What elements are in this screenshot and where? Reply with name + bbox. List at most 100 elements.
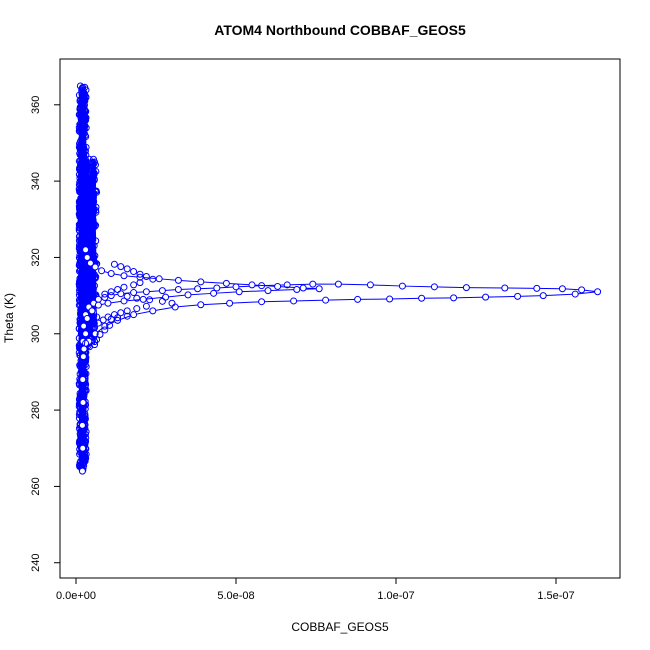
data-point	[398, 282, 406, 290]
data-point	[213, 284, 221, 292]
data-point	[84, 205, 92, 213]
data-point	[99, 316, 107, 324]
data-point	[158, 287, 166, 295]
data-point	[290, 297, 298, 305]
data-point	[89, 224, 97, 232]
data-point	[80, 174, 88, 182]
data-point	[248, 281, 256, 289]
data-point	[104, 299, 112, 307]
data-point	[76, 278, 84, 286]
data-point	[136, 279, 144, 287]
data-point	[82, 330, 90, 338]
data-point	[78, 138, 86, 146]
data-point	[90, 271, 98, 279]
data-point	[142, 273, 150, 281]
data-point	[77, 111, 85, 119]
data-point	[334, 280, 342, 288]
data-point	[101, 290, 109, 298]
x-axis: 0.0e+00 5.0e-08 1.0e-07 1.5e-07	[56, 577, 575, 602]
x-tick-label: 5.0e-08	[217, 590, 254, 602]
data-point	[117, 263, 125, 271]
data-point	[274, 282, 282, 290]
data-point	[184, 291, 192, 299]
data-point	[315, 285, 323, 293]
data-point	[79, 444, 87, 452]
x-axis-label: COBBAF_GEOS5	[291, 620, 389, 634]
data-point	[82, 143, 90, 151]
data-point	[77, 436, 85, 444]
data-point	[514, 292, 522, 300]
series-line	[81, 283, 598, 472]
data-point	[81, 107, 89, 115]
data-point	[83, 293, 91, 301]
data-point	[149, 275, 157, 283]
data-point	[82, 193, 90, 201]
data-point	[418, 294, 426, 302]
series-line	[83, 249, 320, 350]
data-point	[80, 345, 88, 353]
data-point	[78, 233, 86, 241]
data-point	[130, 268, 138, 276]
y-axis: 240 260 280 300 320 340 360	[30, 96, 61, 572]
data-point	[430, 283, 438, 291]
data-point	[222, 279, 230, 287]
data-point	[142, 302, 150, 310]
data-point	[107, 288, 115, 296]
data-point	[80, 103, 88, 111]
data-point	[133, 305, 141, 313]
data-point	[76, 150, 84, 158]
series-layer	[75, 82, 602, 475]
data-point	[96, 331, 104, 339]
y-tick-label: 280	[30, 401, 42, 419]
data-point	[76, 82, 84, 90]
data-point	[197, 301, 205, 309]
data-point	[79, 353, 87, 361]
data-point	[558, 285, 566, 293]
data-point	[194, 285, 202, 293]
data-point	[133, 294, 141, 302]
data-point	[90, 220, 98, 228]
data-point	[76, 174, 84, 182]
data-point	[106, 321, 114, 329]
data-point	[92, 273, 100, 281]
data-point	[84, 273, 92, 281]
data-point	[235, 288, 243, 296]
data-point	[120, 283, 128, 291]
data-point	[76, 187, 84, 195]
data-point	[94, 319, 102, 327]
data-point	[78, 86, 86, 94]
data-point	[80, 289, 88, 297]
data-point	[83, 253, 91, 261]
data-point	[136, 270, 144, 278]
data-point	[226, 299, 234, 307]
data-point	[82, 339, 90, 347]
data-point	[293, 285, 301, 293]
data-point	[299, 284, 307, 292]
data-point	[450, 294, 458, 302]
chart-title: ATOM4 Northbound COBBAF_GEOS5	[214, 22, 466, 38]
data-point	[84, 287, 92, 295]
data-point	[94, 301, 102, 309]
data-point	[117, 309, 125, 317]
data-point	[80, 91, 88, 99]
data-point	[78, 135, 86, 143]
data-point	[123, 265, 131, 273]
data-point	[92, 237, 100, 245]
data-point	[78, 228, 86, 236]
data-point	[130, 289, 138, 297]
data-point	[91, 341, 99, 349]
data-point	[88, 184, 96, 192]
data-point	[84, 164, 92, 172]
data-point	[210, 289, 218, 297]
data-point	[155, 275, 163, 283]
data-point	[117, 290, 125, 298]
data-point	[90, 198, 98, 206]
data-point	[578, 286, 586, 294]
data-point	[88, 323, 96, 331]
data-point	[77, 165, 85, 173]
data-point	[130, 281, 138, 289]
data-point	[168, 299, 176, 307]
data-point	[82, 133, 90, 141]
data-point	[539, 292, 547, 300]
data-point	[77, 188, 85, 196]
